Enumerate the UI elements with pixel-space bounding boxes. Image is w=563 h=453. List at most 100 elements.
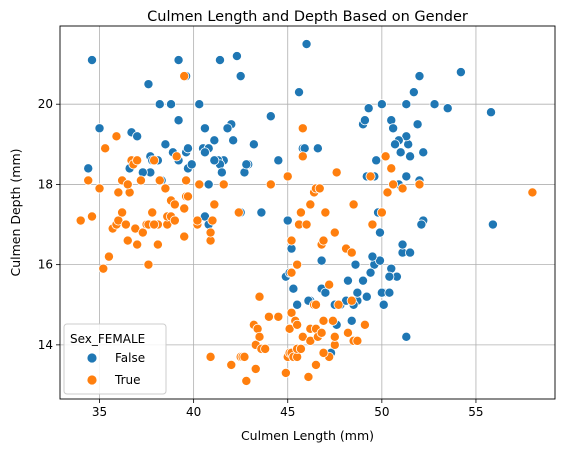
data-point-true	[316, 327, 327, 338]
data-point-true	[135, 175, 146, 186]
data-point-false	[209, 135, 220, 146]
data-point-false	[418, 147, 429, 158]
data-point-false	[83, 163, 94, 174]
data-point-true	[382, 187, 393, 198]
y-tick-label: 18	[38, 177, 53, 191]
data-point-false	[301, 39, 312, 50]
data-point-false	[194, 99, 205, 110]
data-point-false	[384, 271, 395, 282]
y-tick-label: 20	[38, 97, 53, 111]
data-point-true	[324, 279, 335, 290]
data-point-true	[149, 155, 160, 166]
x-tick-label: 50	[374, 405, 389, 419]
data-point-true	[98, 263, 109, 274]
data-point-true	[154, 175, 165, 186]
data-point-false	[361, 291, 372, 302]
data-point-true	[273, 311, 284, 322]
data-point-true	[292, 259, 303, 270]
data-point-false	[455, 67, 466, 78]
data-point-false	[401, 99, 412, 110]
data-point-true	[205, 227, 216, 238]
data-point-false	[442, 103, 453, 114]
data-point-true	[414, 179, 425, 190]
data-point-true	[239, 351, 250, 362]
data-point-true	[205, 351, 216, 362]
data-point-true	[346, 295, 357, 306]
data-point-true	[169, 199, 180, 210]
data-point-true	[295, 343, 306, 354]
data-point-false	[222, 123, 233, 134]
data-point-false	[235, 71, 246, 82]
data-point-true	[179, 71, 190, 82]
data-point-false	[182, 143, 193, 154]
data-point-true	[86, 211, 97, 222]
data-point-true	[346, 247, 357, 258]
data-point-false	[405, 247, 416, 258]
data-point-true	[329, 227, 340, 238]
data-point-true	[260, 343, 271, 354]
data-point-false	[273, 155, 284, 166]
data-point-true	[342, 327, 353, 338]
data-point-true	[359, 319, 370, 330]
data-point-false	[358, 275, 369, 286]
data-point-true	[171, 151, 182, 162]
data-point-false	[401, 331, 412, 342]
data-point-true	[305, 199, 316, 210]
data-point-true	[320, 207, 331, 218]
data-point-false	[365, 267, 376, 278]
data-point-true	[303, 371, 314, 382]
data-point-true	[192, 215, 203, 226]
data-point-false	[256, 207, 267, 218]
data-point-true	[100, 143, 111, 154]
data-point-true	[367, 219, 378, 230]
data-point-false	[346, 315, 357, 326]
x-tick-label: 55	[468, 405, 483, 419]
data-point-false	[173, 55, 184, 66]
data-point-false	[378, 299, 389, 310]
data-point-false	[374, 227, 385, 238]
data-point-false	[94, 123, 105, 134]
data-point-true	[314, 183, 325, 194]
data-point-false	[390, 139, 401, 150]
data-point-false	[292, 299, 303, 310]
data-point-true	[181, 175, 192, 186]
data-point-true	[194, 179, 205, 190]
data-point-true	[117, 207, 128, 218]
data-point-false	[214, 55, 225, 66]
data-point-true	[179, 203, 190, 214]
data-point-true	[286, 307, 297, 318]
data-point-true	[310, 299, 321, 310]
data-point-true	[297, 123, 308, 134]
data-point-true	[152, 239, 163, 250]
data-point-false	[401, 171, 412, 182]
data-point-false	[350, 259, 361, 270]
data-point-true	[226, 359, 237, 370]
data-point-false	[248, 139, 259, 150]
data-point-false	[486, 107, 497, 118]
x-axis-label: Culmen Length (mm)	[241, 428, 374, 443]
data-point-true	[132, 239, 143, 250]
data-point-false	[166, 99, 177, 110]
data-point-true	[209, 199, 220, 210]
legend: Sex_FEMALE False True	[63, 323, 167, 395]
data-point-false	[342, 275, 353, 286]
x-axis-ticks: 35 40 45 50 55	[92, 399, 484, 419]
data-point-false	[408, 87, 419, 98]
data-point-true	[75, 215, 86, 226]
data-point-true	[280, 367, 291, 378]
data-point-true	[182, 191, 193, 202]
data-point-true	[286, 235, 297, 246]
x-tick-label: 35	[92, 405, 107, 419]
data-point-false	[228, 135, 239, 146]
data-point-true	[111, 131, 122, 142]
data-point-false	[143, 79, 154, 90]
data-point-true	[282, 171, 293, 182]
data-point-true	[149, 219, 160, 230]
data-point-false	[412, 119, 423, 130]
data-point-true	[122, 235, 133, 246]
data-point-true	[132, 155, 143, 166]
y-tick-label: 14	[38, 338, 53, 352]
data-point-false	[282, 215, 293, 226]
data-point-true	[318, 235, 329, 246]
data-point-true	[331, 167, 342, 178]
